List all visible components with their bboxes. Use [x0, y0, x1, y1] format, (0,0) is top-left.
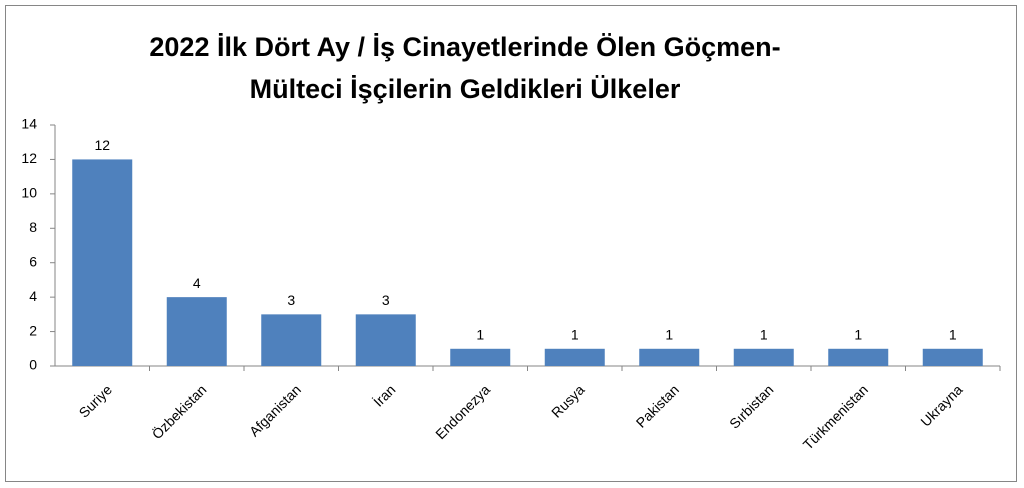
bar — [544, 348, 605, 366]
bar — [72, 159, 133, 366]
y-tick-label: 14 — [21, 116, 37, 132]
bar — [450, 348, 511, 366]
data-label: 3 — [287, 292, 295, 308]
bar — [733, 348, 794, 366]
data-label: 1 — [476, 326, 484, 342]
data-label: 1 — [571, 326, 579, 342]
y-tick-label: 4 — [29, 288, 37, 304]
data-label: 12 — [94, 137, 110, 153]
bar — [166, 297, 227, 366]
y-tick-label: 8 — [29, 219, 37, 235]
y-tick-label: 10 — [21, 185, 37, 201]
bar — [922, 348, 983, 366]
bar — [261, 314, 322, 366]
data-label: 1 — [760, 326, 768, 342]
chart-border — [5, 5, 1017, 482]
chart-title: Mülteci İşçilerin Geldikleri Ülkeler — [250, 74, 681, 104]
bar — [355, 314, 416, 366]
bar — [639, 348, 700, 366]
data-label: 3 — [382, 292, 390, 308]
bar — [828, 348, 889, 366]
data-label: 1 — [949, 326, 957, 342]
y-tick-label: 6 — [29, 253, 37, 269]
y-tick-label: 12 — [21, 150, 37, 166]
data-label: 1 — [665, 326, 673, 342]
y-tick-label: 2 — [29, 322, 37, 338]
y-tick-label: 0 — [29, 357, 37, 373]
chart-title: 2022 İlk Dört Ay / İş Cinayetlerinde Öle… — [149, 32, 780, 62]
data-label: 1 — [854, 326, 862, 342]
data-label: 4 — [193, 275, 201, 291]
